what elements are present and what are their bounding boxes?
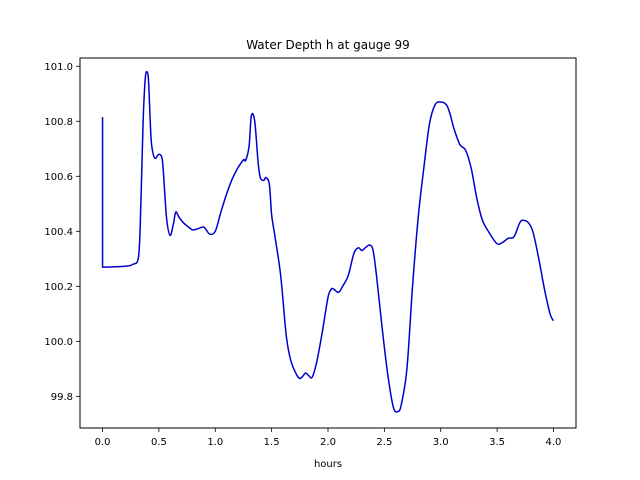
x-axis-ticks: 0.0 0.5 1.0 1.5 2.0 2.5 3.0 3.5 4.0	[95, 428, 562, 448]
y-tick-label: 100.0	[44, 337, 73, 348]
x-tick-label: 2.5	[376, 437, 392, 448]
x-tick-label: 0.0	[95, 437, 111, 448]
y-tick-label: 100.4	[44, 227, 73, 238]
y-tick-label: 100.2	[44, 282, 73, 293]
y-tick-label: 100.8	[44, 117, 73, 128]
x-tick-label: 0.5	[151, 437, 167, 448]
chart-title: Water Depth h at gauge 99	[246, 38, 410, 52]
x-tick-label: 4.0	[546, 437, 562, 448]
x-tick-label: 1.5	[264, 437, 280, 448]
x-tick-label: 3.0	[433, 437, 449, 448]
water-depth-series-line	[101, 70, 555, 413]
y-tick-label: 101.0	[44, 62, 73, 73]
plot-frame	[79, 57, 577, 429]
y-tick-label: 99.8	[51, 392, 73, 403]
plot-area	[80, 58, 576, 428]
y-tick-label: 100.6	[44, 172, 73, 183]
x-tick-label: 1.0	[207, 437, 223, 448]
y-axis-ticks: 99.8 100.0 100.2 100.4 100.6 100.8 101.0	[44, 62, 80, 403]
x-tick-label: 2.0	[320, 437, 336, 448]
x-axis-label: hours	[314, 459, 342, 470]
x-tick-label: 3.5	[489, 437, 505, 448]
